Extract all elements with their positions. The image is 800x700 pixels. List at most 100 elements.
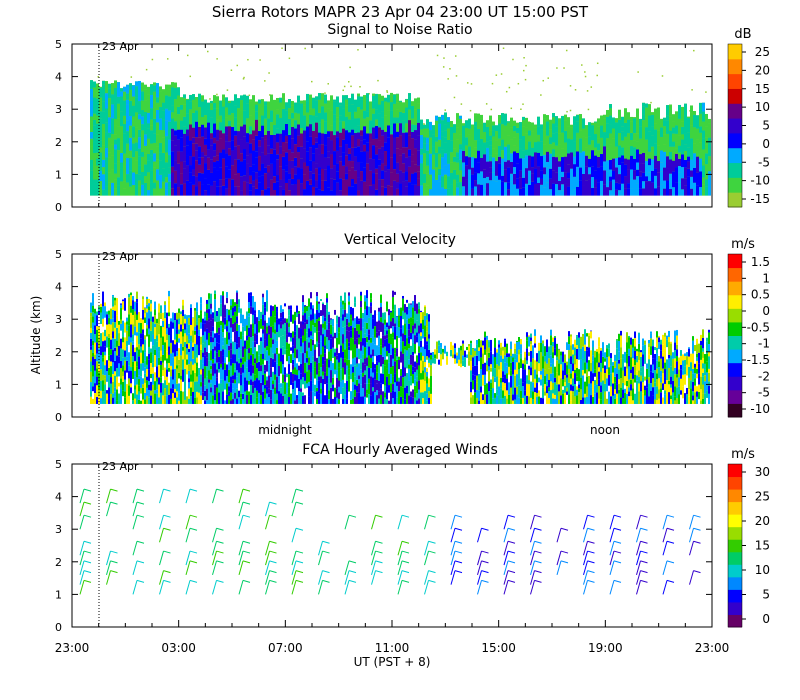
velocity-cell xyxy=(182,350,184,360)
snr-cell xyxy=(564,130,567,143)
velocity-cell xyxy=(574,373,576,385)
snr-cell xyxy=(465,179,468,196)
velocity-cell xyxy=(94,379,96,384)
snr-cell xyxy=(147,123,150,129)
velocity-cell xyxy=(102,352,104,358)
velocity-cell xyxy=(324,345,326,349)
velocity-cell xyxy=(394,391,396,404)
velocity-cell xyxy=(230,317,232,328)
velocity-cell xyxy=(172,379,174,385)
velocity-cell xyxy=(270,357,272,368)
velocity-cell xyxy=(110,377,112,384)
snr-cell xyxy=(150,149,153,156)
snr-cell xyxy=(417,150,420,166)
velocity-cell xyxy=(362,396,364,404)
velocity-cell xyxy=(238,307,240,313)
velocity-cell xyxy=(220,331,222,340)
snr-cell xyxy=(645,127,648,140)
velocity-cell xyxy=(292,359,294,365)
velocity-cell xyxy=(158,312,160,325)
snr-cell xyxy=(285,182,288,196)
snr-cell xyxy=(111,118,114,135)
velocity-cell xyxy=(222,369,224,380)
velocity-cell xyxy=(508,394,510,404)
snr-cell xyxy=(534,183,537,196)
velocity-cell xyxy=(404,376,406,388)
velocity-cell xyxy=(310,380,312,392)
snr-cell xyxy=(381,135,384,147)
snr-cell xyxy=(390,144,393,158)
velocity-cell xyxy=(160,360,162,365)
velocity-cell xyxy=(366,342,368,346)
snr-cell xyxy=(474,172,477,181)
snr-cell xyxy=(672,171,675,188)
snr-cell xyxy=(156,109,159,123)
snr-cell xyxy=(252,180,255,187)
velocity-cell xyxy=(108,375,110,388)
snr-cell xyxy=(129,100,132,116)
velocity-cell xyxy=(146,298,148,305)
snr-cell xyxy=(300,127,303,134)
velocity-cell xyxy=(304,373,306,381)
velocity-cell xyxy=(172,369,174,380)
velocity-cell xyxy=(570,334,572,337)
velocity-cell xyxy=(392,358,394,367)
snr-cell xyxy=(165,136,168,153)
snr-cell xyxy=(102,167,105,175)
snr-cell xyxy=(387,152,390,170)
velocity-cell xyxy=(316,391,318,399)
snr-cell xyxy=(291,178,294,185)
snr-cell xyxy=(138,137,141,149)
snr-cell xyxy=(105,81,108,94)
snr-cell xyxy=(510,127,513,140)
velocity-cell xyxy=(558,384,560,392)
snr-cell xyxy=(537,152,540,167)
velocity-cell xyxy=(360,350,362,359)
velocity-cell xyxy=(626,393,628,404)
velocity-cell xyxy=(128,378,130,386)
velocity-cell xyxy=(524,390,526,396)
velocity-cell xyxy=(122,390,124,397)
velocity-cell xyxy=(482,374,484,386)
velocity-cell xyxy=(164,329,166,343)
snr-cell xyxy=(321,180,324,191)
snr-cell xyxy=(450,140,453,153)
snr-cell xyxy=(420,148,423,155)
snr-cell xyxy=(216,160,219,171)
snr-cell xyxy=(396,148,399,163)
snr-cell xyxy=(270,110,273,123)
velocity-cell xyxy=(322,303,324,316)
velocity-cell xyxy=(530,390,532,398)
velocity-cell xyxy=(240,331,242,340)
velocity-cell xyxy=(218,362,220,370)
velocity-cell xyxy=(550,373,552,382)
velocity-cell xyxy=(236,292,238,305)
velocity-cell xyxy=(458,352,460,360)
velocity-cell xyxy=(384,359,386,366)
snr-cell xyxy=(435,136,438,142)
snr-cell xyxy=(405,132,408,148)
velocity-cell xyxy=(158,384,160,398)
velocity-cell xyxy=(300,328,302,338)
velocity-cell xyxy=(382,356,384,365)
snr-cell xyxy=(696,156,699,173)
velocity-cell xyxy=(434,354,436,359)
velocity-cell xyxy=(406,350,408,357)
velocity-cell xyxy=(556,372,558,385)
snr-cell xyxy=(150,108,153,120)
velocity-cell xyxy=(584,393,586,398)
velocity-cell xyxy=(174,378,176,389)
velocity-cell xyxy=(568,344,570,351)
velocity-cell xyxy=(326,293,328,299)
snr-cell xyxy=(351,179,354,187)
velocity-cell xyxy=(408,368,410,381)
velocity-cell xyxy=(108,337,110,348)
snr-cell xyxy=(174,110,177,122)
velocity-cell xyxy=(180,375,182,380)
snr-cell xyxy=(255,101,258,105)
snr-cell xyxy=(108,157,111,173)
velocity-cell xyxy=(536,396,538,404)
snr-cell xyxy=(228,126,231,142)
velocity-cell xyxy=(136,361,138,367)
snr-cell xyxy=(693,111,696,115)
